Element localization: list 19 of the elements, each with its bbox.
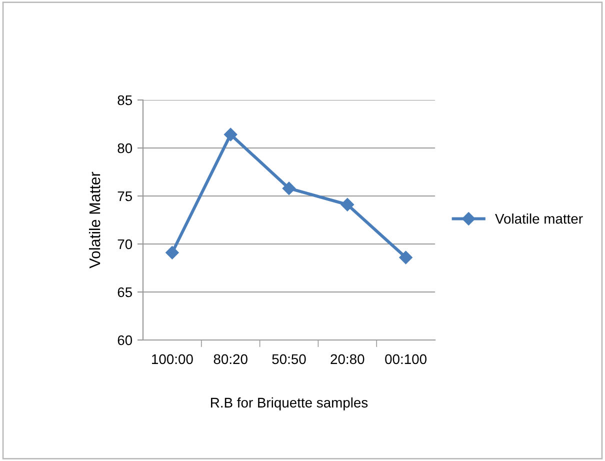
y-tick-label: 80 xyxy=(118,143,132,154)
point xyxy=(282,182,296,195)
y-axis-title: Volatile Matter xyxy=(89,172,100,268)
x-tick-label: 50:50 xyxy=(272,354,306,364)
point xyxy=(399,250,412,264)
y-tick-label: 70 xyxy=(118,239,132,250)
point xyxy=(340,198,354,212)
x-axis-title: R.B for Briquette samples xyxy=(211,397,368,410)
x-tick-label: 20:80 xyxy=(330,354,364,364)
y-tick-label: 65 xyxy=(118,287,132,298)
y-tick-label: 85 xyxy=(118,95,132,106)
y-tick-label: 75 xyxy=(118,191,132,202)
legend-label: Volatile matter xyxy=(495,214,583,224)
point xyxy=(166,246,179,260)
x-tick-label: 00:100 xyxy=(385,354,426,364)
point xyxy=(224,128,238,142)
x-tick-label: 80:20 xyxy=(214,354,248,364)
y-tick-label: 60 xyxy=(118,335,132,346)
x-tick-label: 100:00 xyxy=(152,354,193,364)
